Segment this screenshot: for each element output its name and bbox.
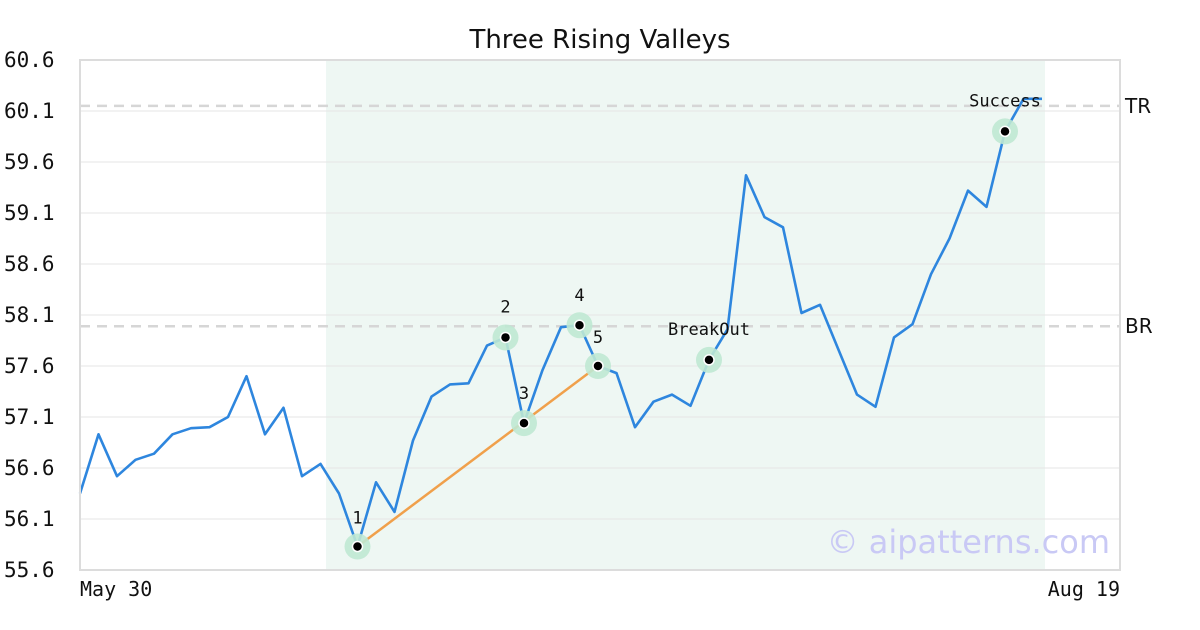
y-tick-label: 57.1	[4, 405, 55, 429]
point-1-dot	[351, 540, 364, 553]
annotation-breakout-label: BreakOut	[668, 320, 750, 340]
level-label-tr: TR	[1124, 94, 1151, 118]
chart-title: Three Rising Valleys	[468, 25, 730, 55]
point-4-label: 4	[574, 286, 584, 306]
point-2-dot	[499, 331, 512, 344]
point-3-label: 3	[519, 384, 529, 404]
y-tick-label: 58.6	[4, 252, 55, 276]
watermark-text: © aipatterns.com	[827, 523, 1110, 561]
point-3-dot	[518, 417, 530, 429]
y-tick-label: 56.6	[4, 456, 55, 480]
point-2-label: 2	[500, 297, 510, 317]
point-5-label: 5	[593, 328, 603, 348]
y-axis-ticks: 55.6 56.1 56.6 57.1 57.6 58.1 58.6 59.1 59.6 60.1…	[4, 48, 55, 582]
plot-frame	[79, 59, 1121, 571]
pattern-markers: 1 2 3 4 5 BreakOut Success	[344, 91, 1041, 560]
level-label-br: BR	[1125, 314, 1153, 338]
level-lines: TR BR	[80, 94, 1153, 338]
trendline-group	[356, 365, 599, 548]
point-1-label: 1	[352, 509, 362, 529]
price-series	[78, 97, 1042, 548]
y-tick-label: 58.1	[4, 303, 55, 327]
annotation-success-dot	[999, 125, 1011, 138]
y-tick-label: 55.6	[4, 558, 55, 582]
x-tick-label-start: May 30	[80, 577, 152, 601]
point-5-dot	[592, 360, 604, 372]
price-series-line	[78, 97, 1042, 548]
y-tick-label: 60.1	[4, 99, 55, 123]
annotation-success-label: Success	[969, 91, 1041, 111]
x-tick-label-end: Aug 19	[1048, 577, 1120, 601]
point-4-dot	[573, 319, 586, 331]
x-axis-ticks: May 30 Aug 19	[80, 577, 1120, 601]
plot-border	[79, 59, 1121, 571]
valley-trendline	[356, 365, 599, 548]
y-tick-label: 59.1	[4, 201, 55, 225]
y-tick-label: 57.6	[4, 354, 55, 378]
y-tick-label: 59.6	[4, 150, 55, 174]
annotation-breakout-dot	[703, 354, 715, 366]
y-tick-label: 60.6	[4, 48, 55, 72]
y-tick-label: 56.1	[4, 507, 55, 531]
